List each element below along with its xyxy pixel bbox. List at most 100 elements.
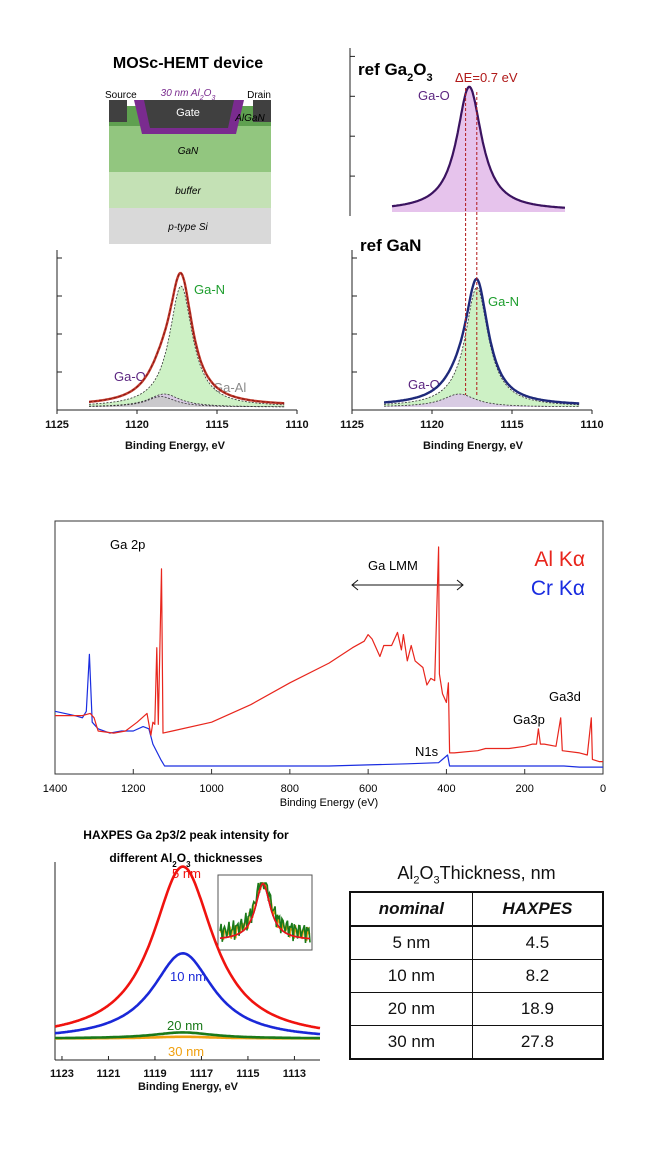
survey-ga2p-label: Ga 2p [110, 537, 145, 552]
survey-x-tick-label: 0 [600, 783, 606, 795]
survey-panel: Ga 2p Ga LMM N1s Ga3p Ga3d Al Kα Cr Kα B… [43, 520, 606, 809]
drain-label: Drain [247, 90, 271, 101]
gan-component-fill [384, 287, 580, 407]
hax-inset-line [219, 882, 311, 940]
cell-nominal: 5 nm [349, 925, 473, 960]
fit-component-line [88, 285, 285, 406]
survey-x-tick-label: 1000 [199, 783, 223, 795]
cell-nominal: 30 nm [349, 1024, 473, 1060]
si-label: p-type Si [167, 222, 208, 233]
survey-series-line [55, 546, 603, 763]
si-layer [109, 208, 271, 244]
header-haxpes: HAXPES [471, 891, 604, 927]
fit-envelope-fit [89, 272, 285, 404]
cell-haxpes: 4.5 [471, 925, 604, 960]
gan-x-tick-label: 1115 [500, 419, 523, 431]
gan-envelope [384, 277, 580, 405]
ref-ga2o3-panel: ref Ga2O3 ΔE=0.7 eV Ga-O [349, 48, 566, 216]
fit-x-tick-label: 1120 [125, 419, 149, 431]
hax-x-tick-label: 1119 [143, 1068, 166, 1080]
sample-fit-panel: Ga-N Ga-O Ga-Al Binding Energy, eV 1125 1… [45, 250, 309, 452]
haxpes-panel: HAXPES Ga 2p3/2 peak intensity for diffe… [50, 828, 321, 1093]
algan-label: AlGaN [234, 113, 265, 124]
gan-component-line [384, 393, 580, 407]
haxpes-title-line1: HAXPES Ga 2p3/2 peak intensity for [83, 828, 289, 842]
cell-haxpes: 27.8 [471, 1024, 604, 1060]
gan-component-line [384, 286, 580, 406]
cell-nominal: 10 nm [349, 958, 473, 993]
survey-x-tick-label: 800 [281, 783, 299, 795]
fit-component-line [89, 396, 285, 408]
survey-n1s-label: N1s [415, 744, 439, 759]
gan-gao-label: Ga-O [408, 377, 440, 392]
hax-series-line [54, 951, 321, 1036]
gan-gan-label: Ga-N [488, 294, 519, 309]
survey-lmm-arrowheads [351, 579, 464, 591]
gan-label: GaN [178, 146, 199, 157]
survey-x-tick-label: 200 [516, 783, 534, 795]
cell-haxpes: 18.9 [471, 991, 604, 1026]
hax-series-line [55, 1031, 320, 1040]
legend-crka: Cr Kα [531, 577, 585, 600]
survey-x-tick-label: 400 [437, 783, 455, 795]
gan-component-fill [384, 394, 580, 407]
survey-frame [54, 520, 604, 775]
survey-x-tick-label: 600 [359, 783, 377, 795]
hax-10nm-label: 10 nm [170, 969, 206, 984]
gan-x-tick-label: 1120 [420, 419, 444, 431]
fit-gan-label: Ga-N [194, 282, 225, 297]
gan-x-tick-label: 1125 [340, 419, 364, 431]
ga2o3-peak-line [391, 85, 565, 209]
fit-gao-label: Ga-O [114, 369, 146, 384]
survey-ga3p-label: Ga3p [513, 712, 545, 727]
legend-alka: Al Kα [534, 548, 585, 571]
survey-galmm-label: Ga LMM [368, 558, 418, 573]
table-row: 20 nm 18.9 [349, 991, 604, 1026]
cell-nominal: 20 nm [349, 991, 473, 1026]
fit-x-tick-label: 1115 [205, 419, 228, 431]
fit-x-tick-label: 1110 [285, 419, 308, 431]
thickness-table: Al2O3Thickness, nm nominal HAXPES 5 nm 4.… [349, 863, 604, 1060]
table-row: 10 nm 8.2 [349, 958, 604, 993]
ga2o3-peak-fill [392, 86, 566, 212]
table-row: 5 nm 4.5 [349, 925, 604, 960]
cell-haxpes: 8.2 [471, 958, 604, 993]
hax-x-tick-label: 1117 [190, 1068, 213, 1080]
gan-xlabel: Binding Energy, eV [423, 440, 524, 452]
delta-e-label: ΔE=0.7 eV [455, 70, 518, 85]
ref-gan-panel: ref GaN Ga-N Ga-O Binding Energy, eV 112… [340, 88, 604, 452]
buffer-label: buffer [175, 186, 201, 197]
survey-x-tick-label: 1400 [43, 783, 67, 795]
ga2o3-peak-label: Ga-O [418, 88, 450, 103]
source-contact [109, 100, 127, 122]
hax-x-tick-label: 1121 [97, 1068, 121, 1080]
gan-x-tick-label: 1110 [580, 419, 603, 431]
buffer-layer [109, 172, 271, 208]
hax-20nm-label: 20 nm [167, 1018, 203, 1033]
hax-series-line [54, 865, 321, 1030]
fit-component-fill [89, 396, 285, 407]
survey-xlabel: Binding Energy (eV) [280, 797, 378, 809]
hax-x-tick-label: 1123 [50, 1068, 74, 1080]
hax-x-tick-label: 1113 [283, 1068, 306, 1080]
survey-x-tick-label: 1200 [121, 783, 145, 795]
table-caption: Al2O3Thickness, nm [397, 863, 556, 887]
gate-label: Gate [176, 107, 200, 119]
fit-x-tick-label: 1125 [45, 419, 69, 431]
hax-xlabel: Binding Energy, eV [138, 1081, 239, 1093]
header-nominal: nominal [349, 891, 473, 927]
ref-ga2o3-title: ref Ga2O3 [358, 60, 433, 84]
table-row: 30 nm 27.8 [349, 1024, 604, 1060]
device-schematic: MOSc-HEMT device Source Drain 30 nm Al2O… [100, 50, 276, 250]
haxpes-title-line2: different Al2O3 thicknesses [109, 851, 263, 869]
gate-contact [144, 100, 234, 128]
survey-series-line [54, 653, 603, 768]
fit-xlabel: Binding Energy, eV [125, 440, 226, 452]
ref-gan-title: ref GaN [360, 236, 421, 255]
device-diagram: MOSc-HEMT device Source Drain 30 nm Al2O… [105, 55, 271, 244]
thickness-grid: nominal HAXPES 5 nm 4.5 10 nm 8.2 20 nm 18.… [349, 890, 604, 1060]
drain-contact [253, 100, 271, 122]
device-title: MOSc-HEMT device [113, 55, 263, 72]
hax-x-tick-label: 1115 [236, 1068, 259, 1080]
